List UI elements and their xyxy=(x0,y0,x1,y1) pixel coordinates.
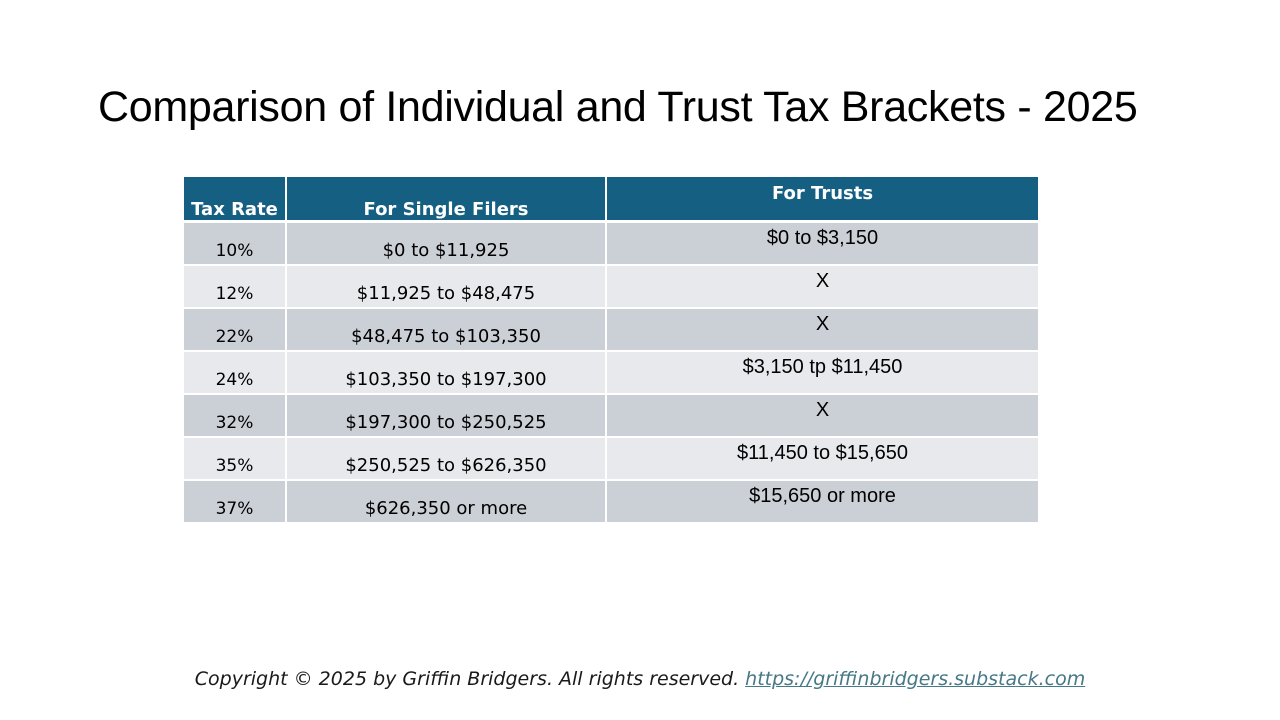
slide-title: Comparison of Individual and Trust Tax B… xyxy=(98,83,1138,131)
trust-cell: X xyxy=(606,394,1038,438)
table-header-row: Tax Rate For Single Filers For Trusts xyxy=(184,177,1038,223)
single-filer-cell: $11,925 to $48,475 xyxy=(286,265,607,309)
rate-cell: 37% xyxy=(184,480,287,524)
single-filer-cell: $250,525 to $626,350 xyxy=(286,437,607,481)
single-filer-cell: $103,350 to $197,300 xyxy=(286,351,607,395)
trust-cell: $3,150 tp $11,450 xyxy=(606,351,1038,395)
table-row: 32% $197,300 to $250,525 X xyxy=(184,394,1038,438)
trust-cell: X xyxy=(606,265,1038,309)
header-trusts: For Trusts xyxy=(606,177,1038,223)
rate-cell: 22% xyxy=(184,308,287,352)
tax-bracket-table: Tax Rate For Single Filers For Trusts 10… xyxy=(184,177,1038,524)
rate-cell: 12% xyxy=(184,265,287,309)
trust-cell: $15,650 or more xyxy=(606,480,1038,524)
table-row: 10% $0 to $11,925 $0 to $3,150 xyxy=(184,221,1038,266)
single-filer-cell: $48,475 to $103,350 xyxy=(286,308,607,352)
substack-link[interactable]: https://griffinbridgers.substack.com xyxy=(745,668,1086,690)
rate-cell: 10% xyxy=(184,221,287,266)
header-single-filers: For Single Filers xyxy=(286,177,607,223)
table-row: 24% $103,350 to $197,300 $3,150 tp $11,4… xyxy=(184,351,1038,395)
copyright-text: Copyright © 2025 by Griffin Bridgers. Al… xyxy=(194,668,740,690)
header-tax-rate: Tax Rate xyxy=(184,177,287,223)
table-row: 35% $250,525 to $626,350 $11,450 to $15,… xyxy=(184,437,1038,481)
footer: Copyright © 2025 by Griffin Bridgers. Al… xyxy=(0,668,1280,690)
table-row: 37% $626,350 or more $15,650 or more xyxy=(184,480,1038,524)
rate-cell: 35% xyxy=(184,437,287,481)
trust-cell: X xyxy=(606,308,1038,352)
single-filer-cell: $626,350 or more xyxy=(286,480,607,524)
trust-cell: $0 to $3,150 xyxy=(606,221,1038,266)
single-filer-cell: $0 to $11,925 xyxy=(286,221,607,266)
rate-cell: 32% xyxy=(184,394,287,438)
table-row: 22% $48,475 to $103,350 X xyxy=(184,308,1038,352)
trust-cell: $11,450 to $15,650 xyxy=(606,437,1038,481)
rate-cell: 24% xyxy=(184,351,287,395)
table-row: 12% $11,925 to $48,475 X xyxy=(184,265,1038,309)
single-filer-cell: $197,300 to $250,525 xyxy=(286,394,607,438)
